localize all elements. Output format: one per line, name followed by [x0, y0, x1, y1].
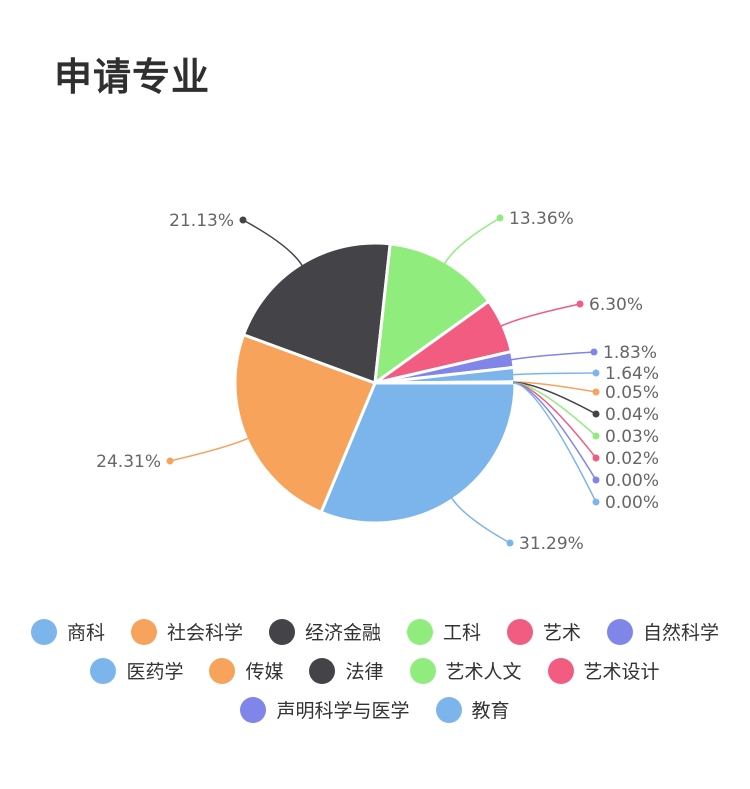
label-leader-line	[450, 497, 511, 544]
data-label: 24.31%	[96, 452, 161, 472]
label-leader-dot	[576, 300, 584, 308]
legend-row: 商科 社会科学 经济金融 工科 艺术 自然科学	[30, 618, 719, 645]
legend-row: 声明科学与医学 教育	[240, 696, 510, 723]
legend-swatch	[435, 696, 462, 723]
legend-swatch	[547, 657, 574, 684]
label-leader-dot	[590, 348, 598, 356]
legend: 商科 社会科学 经济金融 工科 艺术 自然科学 医药学 传媒	[0, 618, 750, 723]
data-label: 0.04%	[605, 405, 659, 425]
legend-item-art-design[interactable]: 艺术设计	[547, 657, 660, 684]
data-label: 0.05%	[605, 383, 659, 403]
legend-label: 传媒	[245, 661, 284, 683]
data-label: 0.00%	[605, 471, 659, 491]
legend-item-business[interactable]: 商科	[30, 618, 105, 645]
legend-swatch	[409, 657, 436, 684]
label-leader-dot	[166, 457, 174, 465]
legend-swatch	[130, 618, 157, 645]
label-leader-dot	[592, 454, 600, 462]
label-leader-line	[169, 437, 249, 462]
label-leader-line	[512, 372, 597, 376]
data-label: 0.03%	[605, 427, 659, 447]
label-leader-line	[510, 351, 595, 361]
legend-label: 声明科学与医学	[276, 700, 410, 722]
legend-item-media[interactable]: 传媒	[209, 657, 283, 684]
legend-row: 医药学 传媒 法律 艺术人文 艺术设计	[90, 657, 660, 684]
label-leader-dot	[592, 476, 600, 484]
legend-swatch	[90, 657, 117, 684]
data-label: 0.00%	[605, 493, 659, 513]
legend-label: 工科	[443, 622, 482, 644]
legend-swatch	[30, 618, 57, 645]
data-label: 21.13%	[169, 211, 234, 231]
data-label: 1.64%	[605, 364, 659, 384]
legend-swatch	[240, 696, 267, 723]
label-leader-dot	[592, 388, 600, 396]
data-label: 6.30%	[589, 295, 643, 315]
pie-chart: 31.29%24.31%21.13% 13.36%6.30%1.83%1.64%0…	[96, 209, 659, 554]
legend-item-economics-finance[interactable]: 经济金融	[268, 618, 381, 645]
label-leader-dot	[239, 216, 247, 224]
chart-title: 申请专业	[54, 55, 211, 99]
legend-label: 法律	[345, 661, 384, 683]
label-leader-dot	[592, 369, 600, 377]
legend-label: 艺术人文	[445, 661, 522, 683]
label-leader-dot	[506, 539, 514, 547]
legend-swatch	[507, 618, 534, 645]
data-label: 31.29%	[519, 534, 584, 554]
legend-swatch	[309, 657, 336, 684]
legend-item-engineering[interactable]: 工科	[407, 618, 481, 645]
legend-label: 教育	[471, 700, 510, 722]
legend-item-law[interactable]: 法律	[309, 657, 384, 684]
legend-label: 经济金融	[304, 622, 381, 644]
legend-label: 商科	[66, 622, 105, 644]
label-leader-line	[443, 217, 501, 265]
legend-label: 社会科学	[166, 622, 243, 644]
legend-item-arts-humanities[interactable]: 艺术人文	[409, 657, 522, 684]
label-leader-line	[500, 303, 581, 327]
data-label: 0.02%	[605, 449, 659, 469]
legend-item-medicine[interactable]: 医药学	[90, 657, 183, 684]
label-leader-dot	[496, 214, 504, 222]
label-leader-line	[512, 382, 597, 503]
data-label: 13.36%	[509, 209, 574, 229]
legend-label: 医药学	[126, 661, 184, 683]
legend-swatch	[209, 657, 236, 684]
legend-item-life-science-medicine[interactable]: 声明科学与医学	[240, 696, 410, 723]
label-leader-line	[242, 219, 303, 267]
legend-swatch	[607, 618, 634, 645]
legend-label: 艺术设计	[583, 661, 660, 683]
data-label: 1.83%	[603, 343, 657, 363]
label-leader-line	[512, 382, 597, 481]
label-leader-dot	[592, 432, 600, 440]
label-leader-dot	[592, 410, 600, 418]
legend-item-art[interactable]: 艺术	[507, 618, 581, 645]
legend-item-social-science[interactable]: 社会科学	[130, 618, 243, 645]
legend-item-natural-science[interactable]: 自然科学	[607, 618, 719, 645]
legend-label: 艺术	[543, 622, 582, 644]
legend-swatch	[407, 618, 433, 645]
legend-label: 自然科学	[643, 622, 720, 644]
label-leader-dot	[592, 498, 600, 506]
legend-item-education[interactable]: 教育	[435, 696, 510, 723]
legend-swatch	[268, 618, 295, 645]
